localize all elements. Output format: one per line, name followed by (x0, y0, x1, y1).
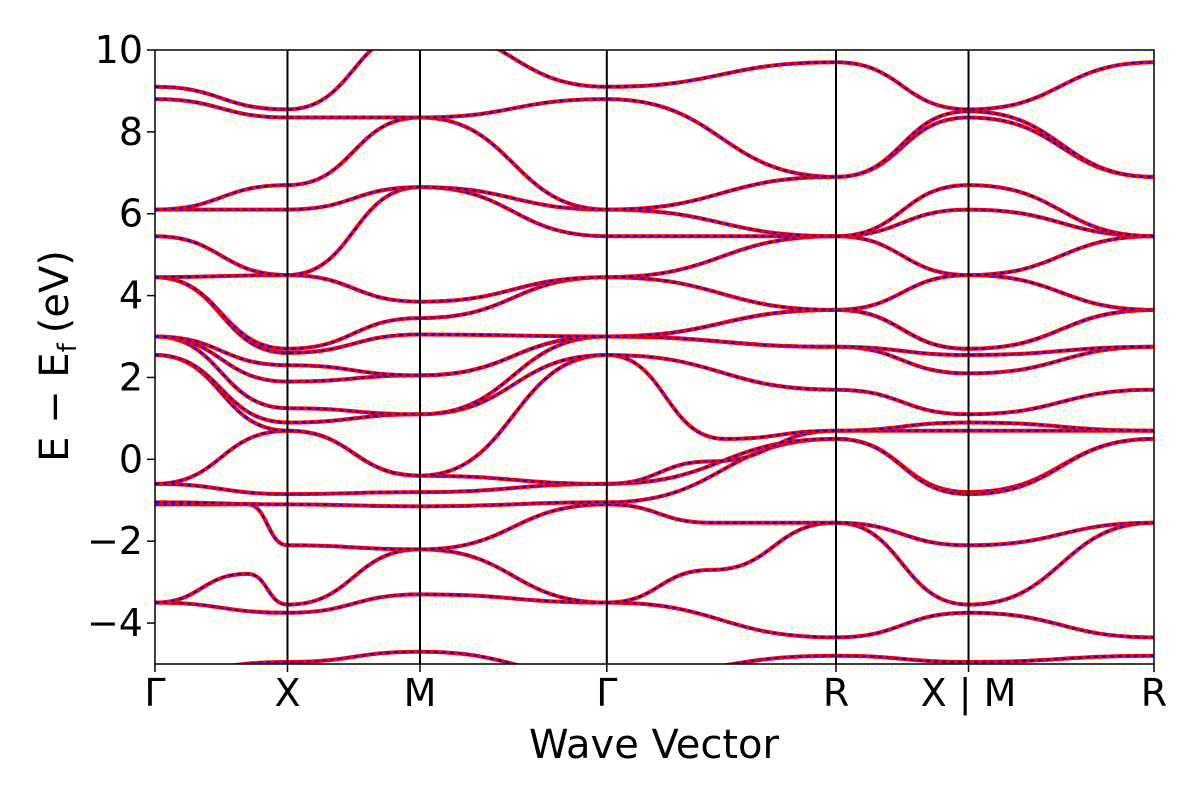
y-tick-label: 6 (119, 192, 143, 236)
band-line-19 (155, 97, 1154, 179)
y-tick-label: 10 (95, 28, 143, 72)
y-axis-title-main: E − E (32, 352, 78, 462)
band-line-dashed-7 (155, 429, 1154, 485)
svg-text:E − Ef(eV): E − Ef (eV) (32, 250, 83, 462)
band-line-20 (155, 50, 1154, 112)
x-tick-label-kpoint: Γ (596, 671, 617, 715)
band-line-dashed-4 (155, 503, 1154, 551)
band-line-4 (155, 502, 1154, 552)
band-line-dashed-8 (155, 353, 1154, 477)
band-line-dashed-13 (155, 276, 1154, 354)
band-line-dashed-15 (155, 235, 1154, 303)
x-tick-label-kpoint: M (404, 671, 437, 715)
band-line-dashed-19 (155, 98, 1154, 178)
x-axis: Γ X M Γ R X | M R (144, 664, 1167, 716)
band-line-dashed-17 (155, 184, 1154, 238)
y-tick-label: 0 (119, 437, 143, 481)
x-tick-label-kpoint: X (274, 671, 300, 715)
y-axis-title: E − Ef (eV) (32, 250, 83, 462)
plot-area (155, 50, 1154, 664)
x-tick-label-kpoint: Γ (144, 671, 165, 715)
band-line-dashed-12 (155, 308, 1154, 377)
band-line-15 (155, 234, 1154, 304)
band-line-7 (155, 428, 1154, 486)
band-line-dashed-18 (155, 116, 1154, 211)
band-line-dashed-2 (155, 593, 1154, 639)
band-line-dashed-20 (155, 50, 1154, 111)
x-tick-label-kpoint: R (1141, 671, 1167, 715)
band-line-16 (155, 185, 1154, 278)
y-tick-label: −4 (87, 601, 143, 645)
band-line-dashed-6 (155, 437, 1154, 496)
y-tick-label: 2 (119, 355, 143, 399)
band-line-13 (155, 275, 1154, 355)
y-tick-label: 8 (119, 110, 143, 154)
x-axis-title: Wave Vector (529, 722, 780, 768)
band-line-dashed-5 (155, 437, 1154, 508)
high-symmetry-lines (286, 50, 970, 664)
band-line-18 (155, 115, 1154, 212)
y-tick-label: 4 (119, 274, 143, 318)
plot-frame (154, 49, 1155, 665)
band-line-dashed-3 (155, 521, 1154, 606)
band-line-3 (155, 520, 1154, 607)
x-tick-label-kpoint: R (823, 671, 849, 715)
band-line-dashed-16 (155, 186, 1154, 277)
y-tick-label: −2 (87, 519, 143, 563)
y-axis-title-unit: (eV) (32, 250, 78, 333)
band-line-6 (155, 436, 1154, 497)
y-axis-title-sub: f (53, 342, 83, 352)
x-tick-label-kpoint: X | M (921, 671, 1017, 716)
y-axis: −4 −2 0 2 4 6 8 10 (87, 28, 155, 645)
